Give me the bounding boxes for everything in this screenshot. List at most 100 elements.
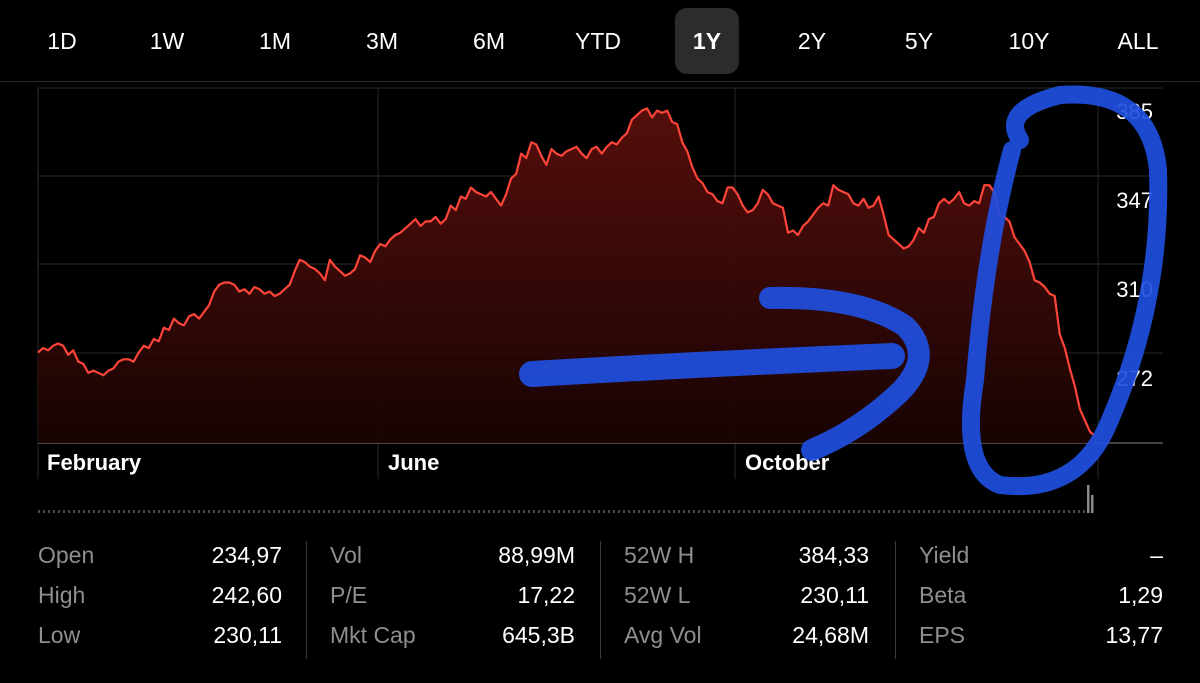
volume-bar (548, 510, 550, 513)
volume-bar (993, 510, 995, 513)
volume-bar (913, 510, 915, 513)
volume-bar (833, 510, 835, 513)
volume-bar (393, 510, 395, 513)
stat-label: Low (38, 622, 81, 648)
volume-bar (743, 510, 745, 513)
volume-bar (523, 510, 525, 513)
timeframe-tabs: 1D 1W 1M 3M 6M YTD 1Y 2Y 5Y 10Y ALL (0, 0, 1200, 80)
volume-bar (573, 510, 575, 513)
volume-bar (1068, 510, 1070, 513)
tab-1d[interactable]: 1D (47, 28, 77, 54)
annotation-arrow-head (759, 286, 930, 461)
volume-bar (268, 510, 270, 513)
volume-bar (908, 510, 910, 513)
volume-bar (518, 510, 520, 513)
volume-bar (313, 510, 315, 513)
volume-bar (968, 510, 970, 513)
volume-bar (633, 510, 635, 513)
volume-bar (58, 510, 60, 513)
volume-bar (478, 510, 480, 513)
stat-label: Beta (919, 582, 967, 608)
y-tick-label: 347 (1116, 188, 1153, 213)
volume-bar (883, 510, 885, 513)
stats-separator (895, 541, 896, 659)
volume-bar (778, 510, 780, 513)
volume-bar (493, 510, 495, 513)
volume-bar (93, 510, 95, 513)
volume-bar (648, 510, 650, 513)
volume-bar (878, 510, 880, 513)
volume-bar (158, 510, 160, 513)
volume-bar (68, 510, 70, 513)
volume-bar (308, 510, 310, 513)
tab-3m[interactable]: 3M (366, 28, 398, 54)
volume-bar (258, 510, 260, 513)
price-line (37, 107, 1096, 438)
volume-bar (663, 510, 665, 513)
tab-1w[interactable]: 1W (149, 28, 185, 54)
volume-bar (848, 510, 850, 513)
volume-bar (403, 510, 405, 513)
volume-bar (358, 510, 360, 513)
volume-bar (588, 510, 590, 513)
volume-bar (303, 510, 305, 513)
volume-bar (623, 510, 625, 513)
stat-row-low: Low 230,11 (38, 615, 282, 655)
volume-bar (483, 510, 485, 513)
volume-bar (1053, 510, 1055, 513)
volume-bar (293, 510, 295, 513)
annotation-arrow-shaft (519, 343, 905, 387)
tab-1y[interactable]: 1Y (674, 8, 740, 74)
stats-separator (306, 541, 307, 659)
volume-bar (798, 510, 800, 513)
stat-value: 230,11 (800, 582, 869, 608)
volume-bar (1083, 510, 1085, 513)
volume-bar (123, 510, 125, 513)
stat-row-vol: Vol 88,99M (330, 535, 575, 575)
tab-5y[interactable]: 5Y (904, 28, 934, 54)
volume-bar (823, 510, 825, 513)
volume-bar (353, 510, 355, 513)
volume-bar (243, 510, 245, 513)
volume-bar (698, 510, 700, 513)
volume-bar (728, 510, 730, 513)
volume-bar (568, 510, 570, 513)
volume-bar (138, 510, 140, 513)
stat-value: 384,33 (798, 542, 869, 568)
volume-bar (488, 510, 490, 513)
volume-bar (413, 510, 415, 513)
stat-label: Avg Vol (624, 622, 702, 648)
tab-10y[interactable]: 10Y (1008, 28, 1050, 54)
volume-bar (208, 510, 210, 513)
volume-bar (113, 510, 115, 513)
stat-value: 88,99M (498, 542, 575, 568)
volume-bar (423, 510, 425, 513)
volume-bar (738, 510, 740, 513)
volume-bar (1087, 485, 1090, 513)
volume-bar (688, 510, 690, 513)
volume-bar (218, 510, 220, 513)
stat-label: Open (38, 542, 95, 568)
tab-2y[interactable]: 2Y (797, 28, 827, 54)
volume-bar (198, 510, 200, 513)
tab-all[interactable]: ALL (1117, 28, 1159, 54)
volume-bar (983, 510, 985, 513)
stats-column: Vol 88,99M P/E 17,22 Mkt Cap 645,3B (330, 535, 575, 660)
tab-ytd[interactable]: YTD (575, 28, 621, 54)
stat-row-yield: Yield – (919, 535, 1163, 575)
stat-row-52w-h: 52W H 384,33 (624, 535, 869, 575)
volume-bar (658, 510, 660, 513)
volume-bar (508, 510, 510, 513)
volume-bar (733, 510, 735, 513)
volume-bar (108, 510, 110, 513)
volume-bar (193, 510, 195, 513)
volume-bar (813, 510, 815, 513)
volume-bar (1048, 510, 1050, 513)
volume-bar (708, 510, 710, 513)
stats-column: Open 234,97 High 242,60 Low 230,11 (38, 535, 282, 660)
volume-bar (238, 510, 240, 513)
tab-6m[interactable]: 6M (473, 28, 505, 54)
volume-bar (948, 510, 950, 513)
tab-1m[interactable]: 1M (259, 28, 291, 54)
